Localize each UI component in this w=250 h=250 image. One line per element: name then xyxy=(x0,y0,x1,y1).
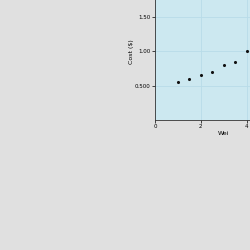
Point xyxy=(222,63,226,67)
Point xyxy=(199,73,203,77)
Y-axis label: Cost ($): Cost ($) xyxy=(129,39,134,64)
Point xyxy=(188,77,192,81)
Point xyxy=(233,60,237,64)
Point xyxy=(245,49,249,53)
X-axis label: Wei: Wei xyxy=(218,130,230,136)
Point xyxy=(176,80,180,84)
Point xyxy=(210,70,214,74)
